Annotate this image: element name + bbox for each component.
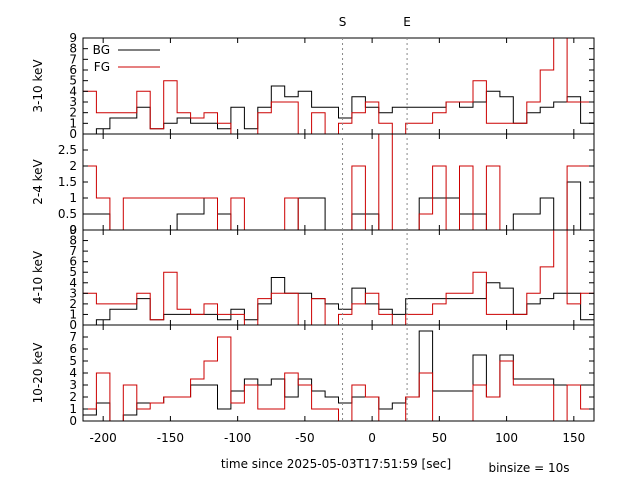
series-fg-line (83, 37, 594, 135)
panel-y-axis-label: 3-10 keV (31, 59, 45, 113)
x-tick-label: 0 (368, 431, 376, 445)
y-tick-label: 2 (69, 106, 77, 120)
series-bg-line (83, 85, 594, 135)
y-tick-label: 2 (69, 390, 77, 404)
y-tick-label: 2.5 (58, 143, 77, 157)
y-tick-label: 6 (69, 255, 77, 269)
y-tick-label: 0 (69, 318, 77, 332)
x-tick-label: -50 (295, 431, 315, 445)
y-tick-label: 0 (69, 127, 77, 141)
y-tick-label: 2 (69, 297, 77, 311)
y-tick-label: 1.5 (58, 175, 77, 189)
series-fg-line (83, 133, 594, 231)
y-tick-label: 1 (69, 191, 77, 205)
y-tick-label: 5 (69, 354, 77, 368)
y-tick-label: 3 (69, 378, 77, 392)
y-tick-label: 5 (69, 265, 77, 279)
y-tick-label: 1 (69, 116, 77, 130)
panel-2: 0 0.5 1 1.5 2 2.5 2-4 keV (31, 133, 595, 237)
series-bg-line (83, 330, 594, 422)
y-tick-label: 4 (69, 366, 77, 380)
y-tick-label: 0 (69, 223, 77, 237)
legend-label-fg: FG (94, 60, 110, 74)
x-tick-labels: -200 -150 -100 -50 0 50 100 150 (90, 431, 586, 445)
panel-y-axis-label: 2-4 keV (31, 158, 45, 204)
x-axis-title: time since 2025-05-03T17:51:59 [sec] (221, 457, 451, 471)
y-tick-label: 3 (69, 95, 77, 109)
y-tick-label: 0 (69, 414, 77, 428)
panel-frame (82, 229, 595, 326)
panel-y-axis-label: 4-10 keV (31, 250, 45, 304)
y-tick-label: 0.5 (58, 207, 77, 221)
y-tick-label: 6 (69, 342, 77, 356)
x-tick-label: -200 (90, 431, 117, 445)
legend: BG FG (93, 43, 160, 74)
panel-frame (82, 324, 595, 422)
y-tick-label: 3 (69, 286, 77, 300)
y-tick-label: 5 (69, 74, 77, 88)
x-tick-label: -150 (157, 431, 184, 445)
series-fg-line (83, 336, 594, 422)
series-bg-line (83, 181, 594, 231)
y-tick-label: 7 (69, 244, 77, 258)
y-tick-label: 7 (69, 330, 77, 344)
panel-frame (82, 37, 595, 135)
y-tick-label: 9 (69, 223, 77, 237)
y-tick-label: 8 (69, 42, 77, 56)
y-tick-label: 1 (69, 307, 77, 321)
binsize-note: binsize = 10s (488, 461, 569, 475)
x-tick-label: 100 (495, 431, 518, 445)
y-tick-label: 1 (69, 402, 77, 416)
legend-label-bg: BG (93, 43, 110, 57)
marker-label-s: S (339, 15, 347, 29)
y-tick-label: 4 (69, 276, 77, 290)
series-fg-line (83, 229, 594, 326)
y-tick-label: 6 (69, 63, 77, 77)
y-tick-label: 8 (69, 234, 77, 248)
marker-label-e: E (403, 15, 411, 29)
y-tick-label: 9 (69, 31, 77, 45)
y-tick-label: 2 (69, 159, 77, 173)
x-tick-label: -100 (224, 431, 251, 445)
y-tick-label: 7 (69, 52, 77, 66)
x-tick-label: 150 (562, 431, 585, 445)
panel-frame (82, 133, 595, 231)
x-tick-label: 50 (432, 431, 447, 445)
panel-y-axis-label: 10-20 keV (31, 342, 45, 404)
y-tick-label: 4 (69, 84, 77, 98)
